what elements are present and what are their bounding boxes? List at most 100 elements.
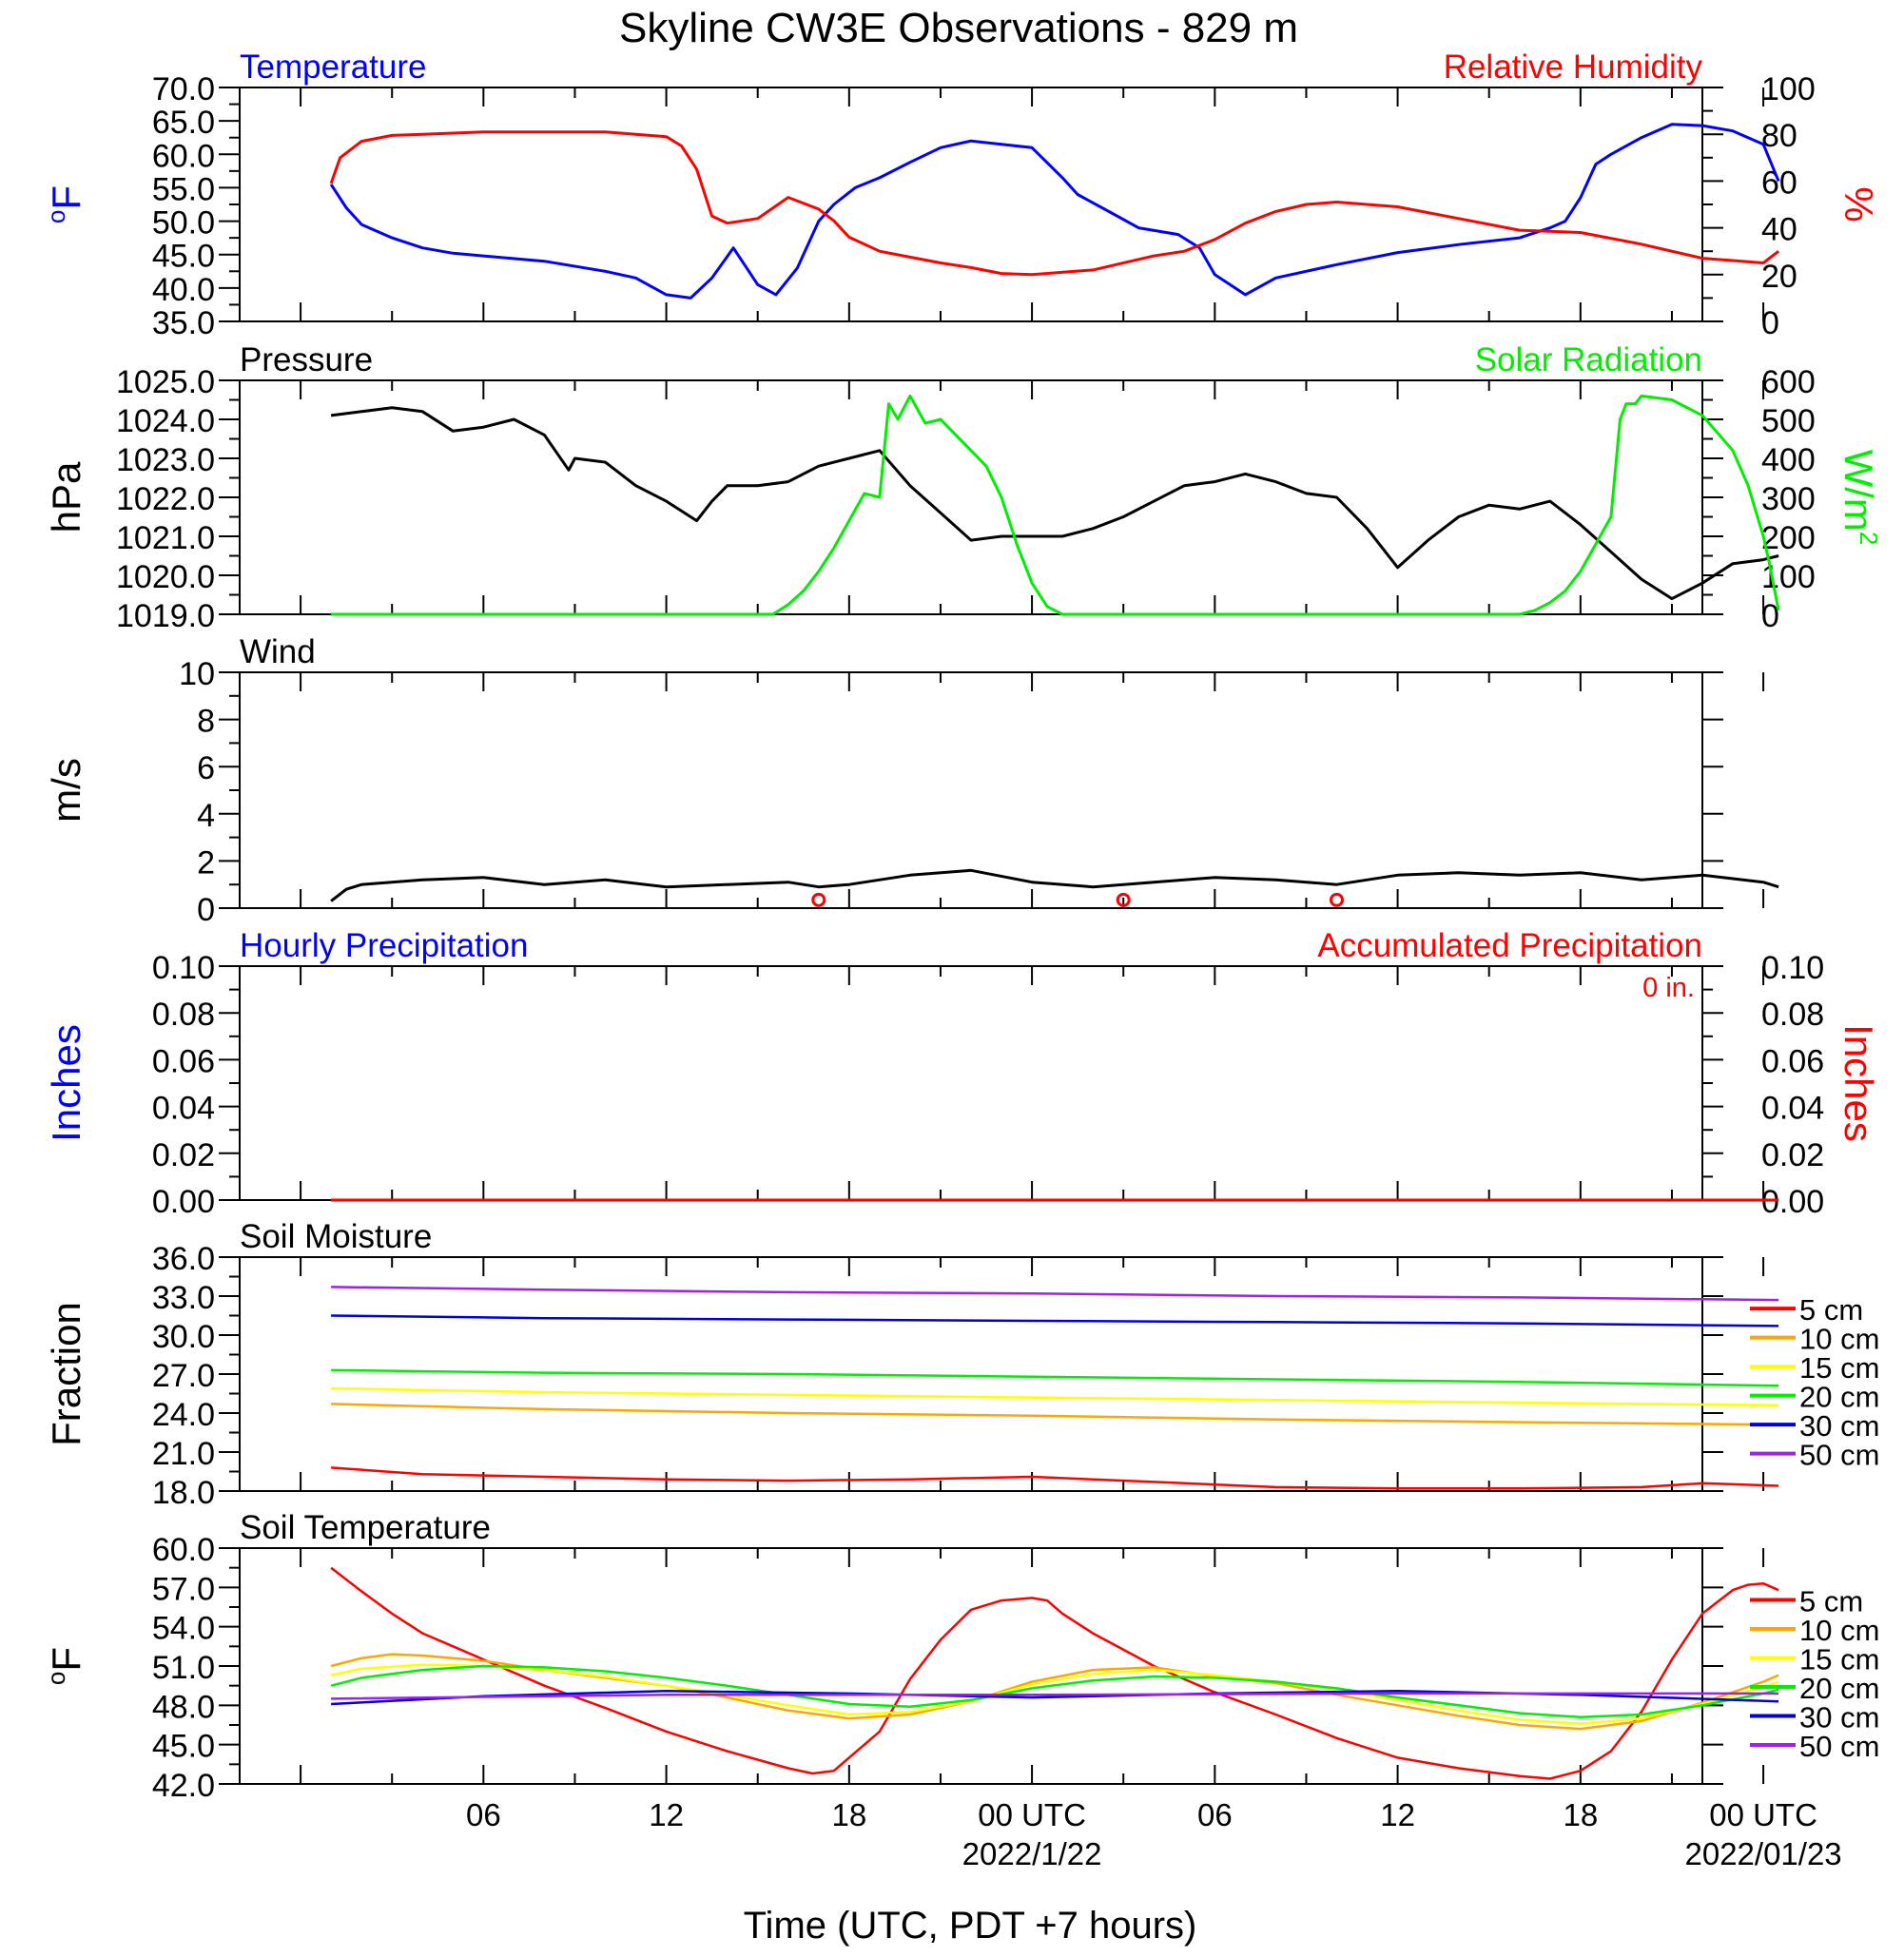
x-tick-label: 06: [1197, 1797, 1233, 1832]
left-tick-label: 42.0: [152, 1768, 215, 1804]
left-tick-label: 65.0: [152, 105, 215, 141]
left-tick-label: 33.0: [152, 1280, 215, 1316]
left-tick-label: 18.0: [152, 1475, 215, 1511]
series-line-wind-speed: [330, 868, 1779, 902]
panel-precip: 0.00 0.02 0.04 0.06 0.08 0.10 0.00 0.02 0.04 0.06…: [44, 927, 1881, 1220]
right-tick-label: 0.10: [1761, 950, 1824, 986]
series-line-relative-humidity: [329, 130, 1780, 277]
time-axis: 06 12 18 00 UTC 2022/1/22 06 12 18 00 UTC 2022/01…: [466, 1797, 1842, 1871]
left-unit-label: Inches: [44, 1024, 88, 1142]
left-tick-label: 0.08: [152, 997, 215, 1033]
left-tick-label: 50.0: [152, 205, 215, 242]
series-group: [331, 1286, 1779, 1490]
left-unit-label: m/s: [44, 758, 88, 823]
legend-label: 50 cm: [1799, 1730, 1879, 1763]
series-line-temperature: [329, 123, 1780, 300]
left-tick-label: 30.0: [152, 1319, 215, 1355]
panel-left-title: Pressure: [240, 341, 373, 378]
right-tick-label: 0.04: [1761, 1091, 1824, 1127]
right-tick-label: 600: [1761, 364, 1816, 400]
panel-frame: [239, 965, 1703, 1201]
right-tick-label: 20: [1761, 259, 1797, 295]
right-tick-label: 0: [1761, 598, 1779, 634]
panel-left-title: Soil Moisture: [240, 1218, 432, 1255]
panel-soil_moisture: 18.021.024.027.030.033.036.0 Soil Moistur…: [44, 1218, 1879, 1511]
panels: 35.040.045.050.055.060.065.070.002040608…: [42, 48, 1883, 1804]
left-tick-label: 1019.0: [116, 598, 215, 634]
left-tick-label: 0.04: [152, 1091, 215, 1127]
left-tick-label: 51.0: [152, 1650, 215, 1686]
left-tick-label: 24.0: [152, 1397, 215, 1433]
calm-wind-marker: [1116, 892, 1131, 907]
legend-label: 20 cm: [1799, 1672, 1879, 1705]
left-tick-label: 0: [197, 892, 215, 928]
figure-title: Skyline CW3E Observations - 829 m: [619, 5, 1298, 51]
left-tick-label: 60.0: [152, 138, 215, 174]
left-tick-label: 57.0: [152, 1571, 215, 1607]
panel-right-title: Relative Humidity: [1444, 48, 1703, 86]
legend-label: 10 cm: [1799, 1614, 1879, 1647]
right-tick-label: 0.02: [1761, 1137, 1824, 1173]
x-tick-label: 18: [831, 1797, 866, 1832]
left-tick-label: 4: [197, 798, 215, 834]
left-tick-label: 1020.0: [116, 559, 215, 595]
x-date-label: 2022/1/22: [962, 1836, 1102, 1871]
series-line-15-cm: [331, 1386, 1779, 1407]
legend-label: 15 cm: [1799, 1643, 1879, 1676]
series-line-20-cm: [331, 1368, 1779, 1387]
series-line-20-cm: [330, 1664, 1779, 1718]
panel-wind: 0 2 4 6 8 10 Wind m/s: [44, 633, 1779, 928]
x-date-label: 2022/01/23: [1684, 1836, 1841, 1871]
series-line-30-cm: [331, 1314, 1779, 1327]
left-tick-label: 0.00: [152, 1184, 215, 1220]
right-tick-label: 60: [1761, 165, 1797, 201]
left-tick-label: 0.10: [152, 950, 215, 986]
calm-wind-marker: [1330, 892, 1344, 907]
panel-soil_temperature: 42.045.0 48.051.054.0 57.060.0 Soil Tempera…: [42, 1509, 1879, 1804]
left-tick-label: 8: [197, 704, 215, 740]
left-tick-label: 6: [197, 750, 215, 786]
x-axis-label: Time (UTC, PDT +7 hours): [744, 1905, 1197, 1947]
legend-label: 5 cm: [1799, 1585, 1863, 1618]
right-tick-label: 0.08: [1761, 997, 1824, 1033]
x-tick-label: 06: [466, 1797, 501, 1832]
left-unit-label: oF: [42, 1647, 88, 1685]
right-tick-label: 80: [1761, 118, 1797, 154]
series-line-10-cm: [331, 1403, 1779, 1426]
series-line-50-cm: [331, 1692, 1779, 1700]
left-unit-label: Fraction: [44, 1302, 88, 1446]
left-tick-label: 27.0: [152, 1358, 215, 1394]
legend-label: 30 cm: [1799, 1409, 1879, 1443]
series-line-15-cm: [330, 1663, 1779, 1725]
series-group: [330, 1566, 1779, 1780]
legend-label: 30 cm: [1799, 1701, 1879, 1734]
calm-wind-marker: [811, 892, 826, 907]
left-tick-label: 1024.0: [116, 403, 215, 439]
series-group: [329, 123, 1780, 300]
x-tick-label: 12: [649, 1797, 684, 1832]
left-tick-label: 10: [179, 656, 215, 692]
right-tick-label: 40: [1761, 212, 1797, 248]
left-tick-label: 0.02: [152, 1137, 215, 1173]
right-tick-label: 0: [1761, 305, 1779, 341]
panel-left-title: Wind: [240, 633, 316, 670]
series-line-solar-radiation: [331, 394, 1780, 616]
panel-frame: [239, 379, 1703, 615]
right-unit-label: Inches: [1836, 1024, 1881, 1142]
panel-right-title: Solar Radiation: [1475, 341, 1702, 378]
x-tick-label: 00 UTC: [978, 1797, 1086, 1832]
left-tick-label: 35.0: [152, 305, 215, 341]
accumulated-total: 0 in.: [1642, 973, 1695, 1003]
left-tick-label: 45.0: [152, 239, 215, 275]
left-tick-label: 45.0: [152, 1729, 215, 1765]
x-tick-label: 18: [1563, 1797, 1598, 1832]
left-tick-label: 1025.0: [116, 364, 215, 400]
left-tick-label: 1022.0: [116, 481, 215, 517]
left-tick-label: 36.0: [152, 1241, 215, 1277]
series-line-pressure: [330, 406, 1779, 601]
legend-label: 50 cm: [1799, 1439, 1879, 1472]
left-tick-label: 54.0: [152, 1611, 215, 1647]
series-line-5-cm: [331, 1466, 1779, 1490]
